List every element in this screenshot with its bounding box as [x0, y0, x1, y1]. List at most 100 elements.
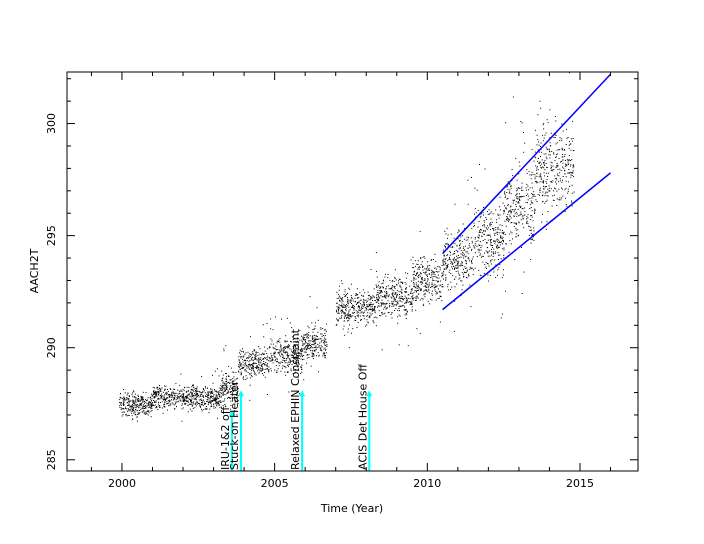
data-point: [547, 195, 549, 197]
data-point: [492, 251, 494, 253]
data-point: [501, 225, 503, 227]
data-point: [250, 336, 251, 338]
data-point: [362, 296, 364, 298]
data-point: [198, 394, 199, 396]
data-point: [573, 150, 575, 151]
data-point: [518, 215, 520, 217]
data-point: [252, 360, 254, 361]
data-point: [523, 227, 525, 229]
data-point: [358, 305, 360, 307]
data-point: [357, 311, 359, 313]
data-point: [338, 309, 339, 311]
data-point: [551, 169, 553, 171]
data-point: [562, 156, 564, 158]
data-point: [194, 393, 196, 395]
data-point: [444, 243, 446, 245]
data-point: [267, 368, 268, 370]
data-point: [123, 396, 125, 398]
data-point: [413, 286, 415, 288]
data-point: [132, 409, 133, 411]
data-point: [415, 282, 417, 284]
data-point: [315, 342, 317, 344]
data-point: [226, 386, 228, 387]
data-point: [217, 398, 219, 400]
data-point: [434, 274, 436, 275]
event-arrowhead-0: [228, 410, 235, 417]
data-point: [268, 370, 270, 372]
data-point: [356, 315, 358, 317]
data-point: [243, 356, 245, 358]
data-point: [543, 185, 544, 187]
data-point: [311, 353, 313, 355]
data-point: [344, 312, 346, 314]
data-point: [311, 340, 313, 342]
data-point: [555, 166, 557, 168]
data-point: [128, 395, 130, 397]
data-point: [400, 286, 402, 288]
data-point: [132, 402, 134, 404]
data-point: [506, 216, 508, 218]
data-point: [377, 306, 378, 308]
data-point: [420, 257, 422, 259]
data-point: [238, 364, 240, 366]
data-point: [546, 148, 548, 150]
data-point: [378, 300, 380, 301]
data-point: [133, 403, 135, 405]
data-point: [342, 297, 344, 298]
data-point: [178, 400, 180, 402]
data-point: [509, 218, 511, 220]
data-point: [206, 398, 208, 400]
data-point: [492, 227, 493, 229]
data-point: [202, 405, 204, 406]
data-point: [173, 393, 175, 395]
data-point: [392, 292, 393, 294]
data-point: [351, 312, 353, 314]
data-point: [218, 403, 220, 405]
data-point: [509, 206, 511, 208]
data-point: [200, 396, 202, 397]
data-point: [369, 307, 371, 309]
data-point: [520, 121, 522, 122]
data-point: [425, 282, 427, 284]
data-point: [190, 399, 192, 401]
data-point: [282, 367, 283, 369]
data-point: [255, 357, 257, 359]
data-point: [497, 233, 498, 235]
data-point: [510, 231, 512, 233]
data-point: [555, 181, 556, 183]
data-point: [287, 345, 289, 347]
data-point: [514, 209, 516, 211]
data-point: [408, 294, 410, 296]
data-point: [509, 183, 511, 185]
data-point: [417, 268, 419, 270]
data-point: [324, 339, 326, 341]
point-cluster-1: [152, 368, 221, 422]
data-point: [192, 396, 194, 398]
data-point: [383, 279, 384, 281]
data-point: [242, 361, 244, 363]
data-point: [266, 365, 268, 367]
data-point: [546, 199, 548, 201]
data-point: [294, 357, 296, 359]
data-point: [546, 191, 548, 193]
data-point: [341, 280, 342, 282]
data-point: [472, 273, 474, 275]
data-point: [245, 361, 247, 363]
data-point: [223, 400, 225, 402]
data-point: [406, 299, 408, 301]
data-point: [416, 272, 418, 274]
data-point: [544, 169, 546, 171]
data-point: [315, 338, 317, 340]
data-point: [400, 297, 402, 299]
data-point: [134, 411, 136, 413]
data-point: [280, 346, 282, 348]
data-point: [503, 241, 504, 243]
data-point: [181, 396, 183, 398]
data-point: [492, 246, 493, 248]
data-point: [237, 390, 239, 392]
data-point: [314, 347, 316, 349]
data-point: [284, 341, 286, 343]
data-point: [266, 322, 268, 324]
data-point: [398, 306, 400, 307]
